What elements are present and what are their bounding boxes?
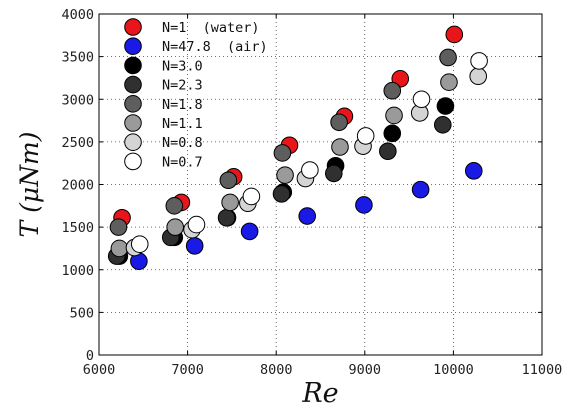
data-points: [107, 25, 488, 271]
legend-marker: [124, 37, 142, 56]
data-point: [187, 215, 206, 234]
legend-label: N=1.1: [162, 116, 203, 132]
x-axis-label: Re: [301, 378, 338, 409]
legend-label: N=47.8 (air): [162, 39, 268, 55]
data-point: [331, 138, 349, 156]
x-tick-label: 10000: [433, 362, 474, 378]
x-tick-label: 6000: [83, 362, 116, 378]
y-tick-label: 1500: [61, 220, 94, 236]
data-point: [355, 196, 373, 214]
data-point: [221, 193, 239, 212]
legend-label: N=3.0: [162, 58, 203, 74]
data-point: [469, 67, 488, 86]
data-point: [242, 187, 261, 206]
data-point: [185, 237, 204, 255]
data-point: [440, 73, 458, 91]
legend-marker: [124, 114, 142, 132]
legend-marker: [124, 75, 142, 94]
legend: N=1 (water) N=47.8 (air) N=3.0 N=2.3 N=1.8 N=…: [124, 18, 268, 171]
y-tick-label: 4000: [61, 7, 94, 23]
axes: [98, 13, 543, 356]
legend-label: N=0.7: [162, 154, 203, 170]
y-axis-label: T (μNm): [15, 132, 44, 238]
data-point: [109, 218, 128, 236]
data-point: [324, 164, 343, 183]
data-point: [272, 185, 291, 203]
grid-lines: [99, 14, 542, 355]
data-point: [273, 144, 292, 162]
x-tick-label: 9000: [349, 362, 382, 378]
legend-label: N=0.8: [162, 135, 203, 151]
data-point: [470, 52, 488, 70]
data-point: [433, 116, 452, 134]
data-point: [219, 171, 238, 190]
data-point: [464, 162, 483, 180]
legend-marker: [124, 95, 142, 113]
data-point: [411, 180, 430, 199]
data-point: [276, 166, 294, 184]
data-point: [130, 235, 149, 253]
y-tick-label: 1000: [61, 263, 94, 279]
legend-marker: [124, 56, 142, 75]
data-point: [436, 97, 455, 115]
data-point: [301, 161, 319, 179]
legend-marker: [124, 133, 142, 151]
legend-marker: [124, 152, 142, 171]
data-point: [383, 124, 402, 143]
y-tick-label: 500: [70, 305, 94, 321]
data-point: [110, 239, 129, 258]
data-point: [330, 113, 348, 132]
data-point: [445, 25, 464, 44]
y-tick-label: 3000: [61, 92, 94, 108]
x-tick-label: 11000: [522, 362, 563, 378]
data-point: [298, 207, 317, 225]
data-point: [166, 218, 184, 236]
data-point: [217, 208, 236, 227]
data-point: [385, 106, 403, 125]
y-tick-label: 2500: [61, 135, 94, 151]
y-tick-label: 2000: [61, 178, 94, 194]
legend-label: N=2.3: [162, 78, 203, 94]
data-point: [383, 81, 402, 100]
legend-label: N=1.8: [162, 97, 203, 113]
legend-marker: [124, 18, 142, 36]
data-point: [439, 48, 457, 67]
data-point: [379, 142, 397, 161]
data-point: [412, 90, 431, 109]
y-tick-label: 3500: [61, 50, 94, 66]
x-tick-label: 7000: [171, 362, 204, 378]
x-tick-label: 8000: [260, 362, 293, 378]
data-point: [356, 127, 375, 145]
data-point: [240, 222, 259, 241]
tick-labels: 6000 7000 8000 9000 10000 11000 0 500 1000 1500 20…: [61, 7, 562, 378]
legend-label: N=1 (water): [162, 20, 260, 36]
y-tick-label: 0: [86, 348, 94, 364]
data-point: [165, 197, 184, 215]
